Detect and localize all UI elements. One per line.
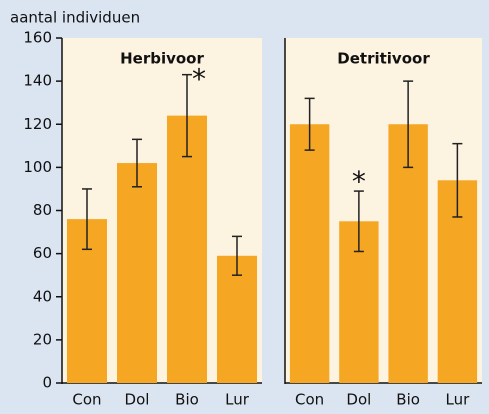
- x-tick-label: Bio: [396, 391, 420, 409]
- annotation: *: [192, 63, 206, 96]
- bar: [167, 115, 207, 383]
- y-tick-label: 140: [23, 72, 52, 90]
- x-tick-label: Con: [295, 391, 324, 409]
- panel-title: Detritivoor: [337, 50, 430, 68]
- y-tick-label: 60: [33, 244, 52, 262]
- bar: [289, 124, 330, 383]
- x-tick-label: Lur: [445, 391, 470, 409]
- x-tick-label: Lur: [225, 391, 250, 409]
- bar: [117, 163, 157, 383]
- y-tick-label: 120: [23, 115, 52, 133]
- bar: [217, 255, 257, 383]
- y-tick-label: 100: [23, 158, 52, 176]
- x-tick-label: Dol: [125, 391, 150, 409]
- x-tick-label: Con: [72, 391, 101, 409]
- y-axis-label: aantal individuen: [10, 9, 140, 27]
- x-tick-label: Dol: [346, 391, 371, 409]
- y-tick-label: 0: [42, 374, 52, 392]
- y-tick-label: 80: [33, 201, 52, 219]
- annotation: *: [352, 165, 366, 198]
- y-tick-label: 40: [33, 287, 52, 305]
- y-tick-label: 160: [23, 29, 52, 47]
- x-tick-label: Bio: [175, 391, 199, 409]
- panel-title: Herbivoor: [120, 50, 204, 68]
- y-tick-label: 20: [33, 330, 52, 348]
